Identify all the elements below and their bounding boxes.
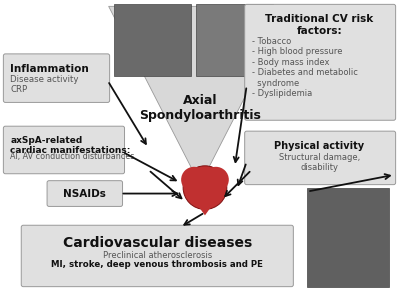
Text: Traditional CV risk
factors:: Traditional CV risk factors:: [265, 14, 373, 36]
FancyBboxPatch shape: [245, 4, 396, 120]
FancyBboxPatch shape: [3, 126, 124, 174]
FancyBboxPatch shape: [21, 225, 293, 287]
Text: Structural damage,
disability: Structural damage, disability: [278, 153, 360, 172]
FancyBboxPatch shape: [245, 131, 396, 185]
Text: NSAIDs: NSAIDs: [63, 189, 106, 199]
Circle shape: [181, 167, 207, 193]
Text: Axial
Spondyloarthritis: Axial Spondyloarthritis: [139, 94, 261, 122]
FancyBboxPatch shape: [307, 188, 389, 287]
Text: Cardiovascular diseases: Cardiovascular diseases: [63, 236, 252, 250]
Polygon shape: [187, 190, 223, 215]
Text: MI, stroke, deep venous thrombosis and PE: MI, stroke, deep venous thrombosis and P…: [51, 260, 263, 269]
Circle shape: [183, 166, 227, 209]
Text: AI, AV conduction disturbances: AI, AV conduction disturbances: [10, 152, 135, 161]
Circle shape: [203, 167, 229, 193]
Text: - Tobacco
- High blood pressure
- Body mass index
- Diabetes and metabolic
  syn: - Tobacco - High blood pressure - Body m…: [252, 37, 358, 98]
FancyBboxPatch shape: [114, 4, 191, 76]
FancyBboxPatch shape: [47, 181, 122, 207]
Text: axSpA-related
cardiac manifestations:: axSpA-related cardiac manifestations:: [10, 136, 131, 156]
Polygon shape: [109, 6, 291, 185]
FancyBboxPatch shape: [196, 4, 274, 76]
Text: Physical activity: Physical activity: [274, 141, 364, 151]
Text: Disease activity
CRP: Disease activity CRP: [10, 75, 79, 94]
FancyBboxPatch shape: [3, 54, 110, 103]
Text: Preclinical atherosclerosis: Preclinical atherosclerosis: [103, 251, 212, 260]
Text: Inflammation: Inflammation: [10, 64, 89, 74]
